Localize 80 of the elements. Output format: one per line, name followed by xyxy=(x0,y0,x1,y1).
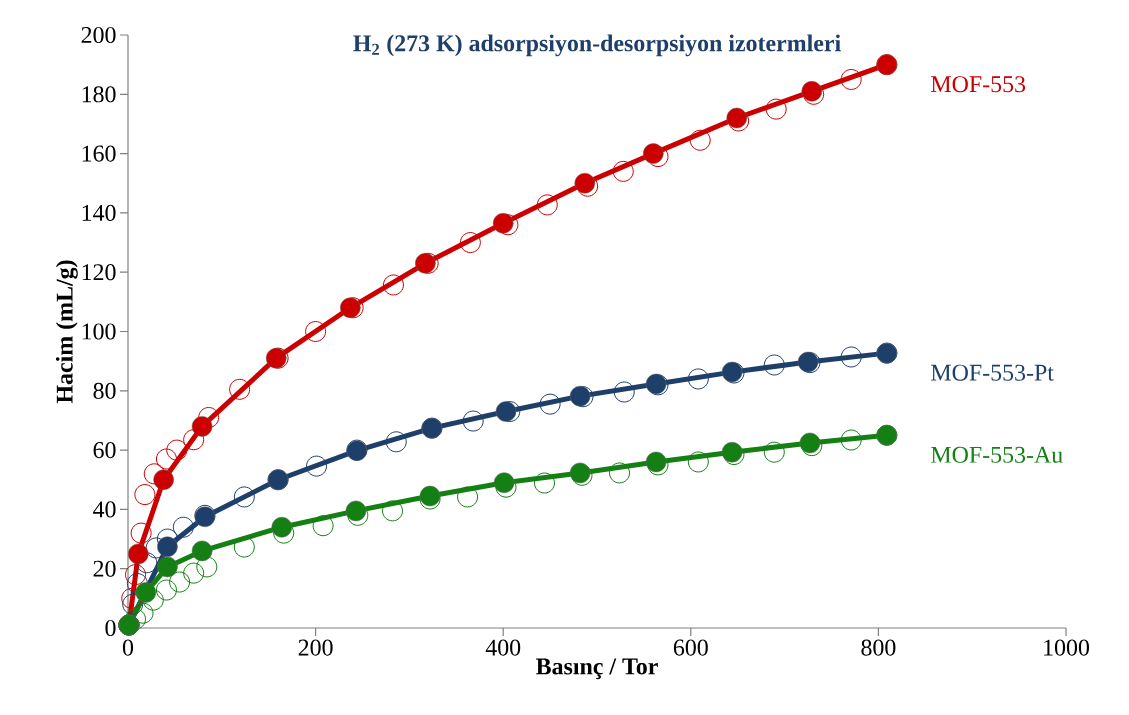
y-tick-label: 100 xyxy=(82,323,116,340)
x-tick-label: 200 xyxy=(298,639,333,656)
x-tick-label: 1000 xyxy=(1044,639,1090,656)
point xyxy=(305,321,327,342)
point xyxy=(229,378,251,400)
point xyxy=(312,515,334,537)
y-tick-label: 200 xyxy=(81,26,116,44)
point xyxy=(125,608,146,630)
y-axis-title: Hacim (mL/g) xyxy=(55,260,78,404)
point xyxy=(687,368,709,390)
point xyxy=(172,516,194,538)
point xyxy=(196,556,218,578)
point xyxy=(643,143,664,164)
point xyxy=(153,469,174,490)
point xyxy=(493,472,515,493)
point xyxy=(533,472,555,494)
point xyxy=(840,429,862,451)
point xyxy=(233,486,255,508)
y-tick-label: 180 xyxy=(82,86,116,103)
y-tick-label: 20 xyxy=(93,560,116,577)
point xyxy=(155,579,177,601)
point xyxy=(763,441,785,463)
point xyxy=(385,431,407,453)
point xyxy=(183,429,205,451)
point xyxy=(840,346,862,368)
point xyxy=(125,564,146,586)
point xyxy=(132,602,154,624)
point xyxy=(763,354,785,376)
x-tick-label: 800 xyxy=(861,639,896,656)
point xyxy=(135,582,157,603)
point xyxy=(613,381,635,403)
point xyxy=(765,98,787,120)
point xyxy=(539,393,561,415)
series-label: MOF-553-Au xyxy=(931,446,1063,463)
point xyxy=(306,455,328,477)
point xyxy=(134,484,156,506)
x-tick-label: 400 xyxy=(485,639,521,656)
point xyxy=(122,593,144,615)
point xyxy=(169,571,191,593)
point xyxy=(157,536,178,558)
point xyxy=(121,587,143,609)
point xyxy=(457,486,479,508)
x-tick-label: 0 xyxy=(122,639,134,656)
point xyxy=(462,410,484,432)
point xyxy=(166,439,188,461)
point xyxy=(191,540,213,562)
point xyxy=(382,500,404,522)
point xyxy=(840,68,862,90)
point xyxy=(157,556,178,578)
point xyxy=(609,462,631,484)
point xyxy=(183,562,205,584)
point xyxy=(689,129,711,151)
point xyxy=(536,194,558,216)
x-tick-label: 600 xyxy=(673,639,708,656)
point xyxy=(155,448,177,470)
point xyxy=(382,274,404,296)
point xyxy=(492,213,514,234)
x-axis-title: Basınç / Tor xyxy=(536,658,658,680)
point xyxy=(191,416,213,437)
y-tick-label: 40 xyxy=(93,501,116,518)
series-label: MOF-553-Pt xyxy=(931,364,1054,381)
point xyxy=(459,232,481,254)
y-tick-label: 0 xyxy=(105,619,116,637)
point xyxy=(198,406,220,428)
y-tick-label: 160 xyxy=(82,145,116,162)
point xyxy=(612,160,634,182)
point xyxy=(126,573,148,595)
point xyxy=(130,522,152,544)
y-tick-label: 140 xyxy=(82,204,116,221)
point xyxy=(271,516,293,538)
point xyxy=(687,451,709,473)
y-tick-label: 60 xyxy=(93,442,116,459)
chart-title: H$_{2}$ (273 K) adsorpsiyon-desorpsiyon izotermleri xyxy=(353,34,841,57)
point xyxy=(136,552,158,574)
series-label: MOF-553 xyxy=(931,76,1026,93)
point xyxy=(143,463,165,485)
point xyxy=(128,543,149,565)
y-tick-label: 80 xyxy=(93,382,116,399)
point xyxy=(233,536,255,558)
y-tick-label: 120 xyxy=(82,264,116,281)
